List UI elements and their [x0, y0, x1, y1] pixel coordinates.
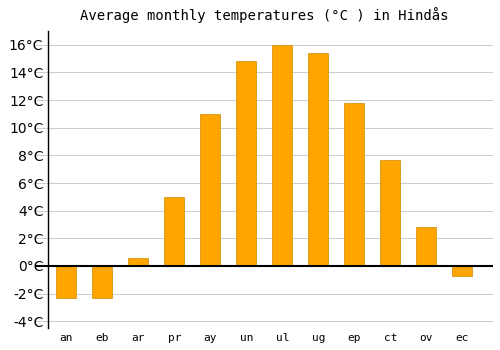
Bar	[200, 114, 220, 266]
Bar	[416, 227, 436, 266]
Bar	[308, 53, 328, 266]
Title: Average monthly temperatures (°C ) in Hindås: Average monthly temperatures (°C ) in Hi…	[80, 7, 448, 23]
Bar	[92, 266, 112, 298]
Bar	[272, 45, 292, 266]
Bar	[344, 103, 364, 266]
Bar	[128, 258, 148, 266]
Bar	[164, 197, 184, 266]
Bar	[56, 266, 76, 298]
Bar	[236, 61, 256, 266]
Bar	[380, 160, 400, 266]
Bar	[452, 266, 472, 276]
